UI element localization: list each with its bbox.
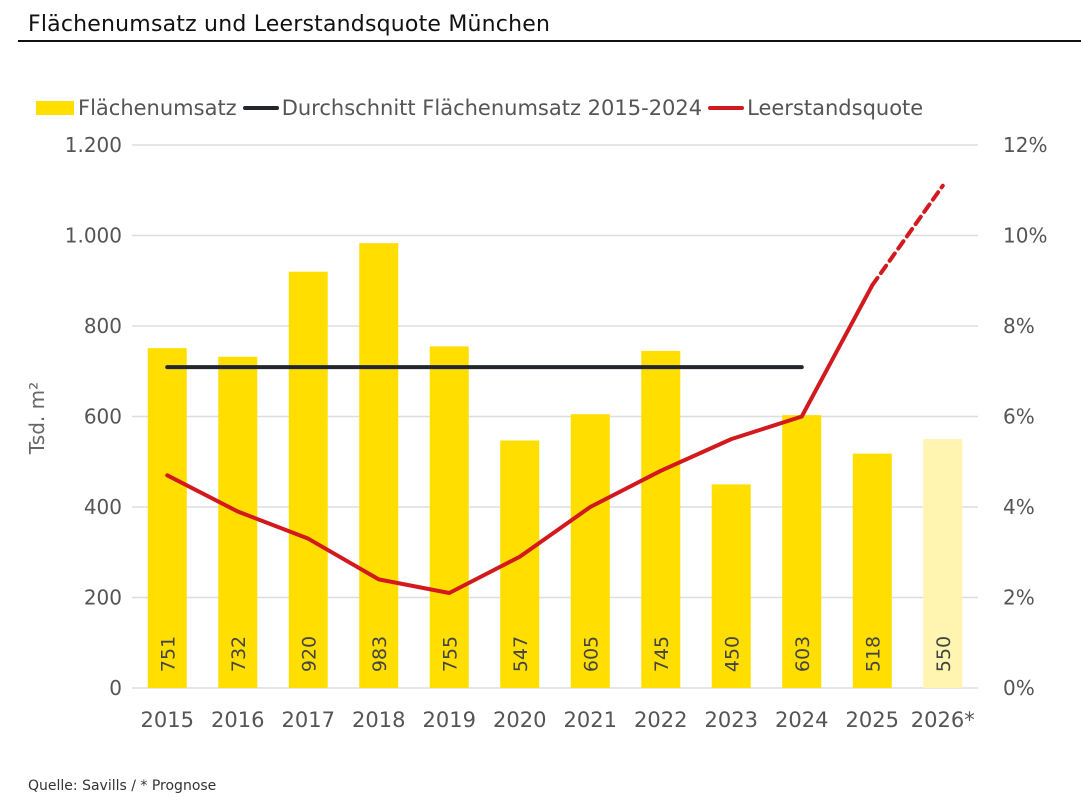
bar <box>641 350 681 688</box>
bar-data-label: 745 <box>651 636 673 672</box>
x-tick-label: 2015 <box>141 708 194 732</box>
y-tick-label-left: 1.000 <box>65 224 122 248</box>
x-tick-label: 2017 <box>282 708 335 732</box>
x-tick-label: 2020 <box>493 708 546 732</box>
x-tick-label: 2021 <box>564 708 617 732</box>
bars <box>147 243 963 688</box>
legend-swatch-line <box>708 106 745 110</box>
x-tick-label: 2016 <box>211 708 264 732</box>
bar-data-label: 605 <box>580 636 602 672</box>
y-tick-label-left: 0 <box>109 676 122 700</box>
bar <box>570 414 610 688</box>
legend-swatch-line <box>242 106 279 110</box>
bar <box>782 415 822 688</box>
legend-label: Durchschnitt Flächenumsatz 2015-2024 <box>281 96 703 120</box>
legend-item-leerstandsquote: Leerstandsquote <box>702 96 923 120</box>
y-tick-label-left: 800 <box>84 314 122 338</box>
legend-label: Flächenumsatz <box>78 96 237 120</box>
bar-data-label: 732 <box>228 636 250 672</box>
x-axis: 2015 2016 2017 2018 2019 2020 2021 2022 2023 2024… <box>141 708 975 732</box>
y-axis-right: 0% 2% 4% 6% 8% 10% 12% <box>1003 133 1047 700</box>
bar-data-label: 920 <box>298 636 320 672</box>
x-tick-label: 2025 <box>846 708 899 732</box>
bar <box>147 348 187 688</box>
y-tick-label-right: 12% <box>1003 133 1047 157</box>
legend-label: Leerstandsquote <box>747 96 924 120</box>
bar <box>359 243 399 688</box>
bar-data-label: 755 <box>439 636 461 672</box>
bar <box>288 271 328 688</box>
y-tick-label-right: 4% <box>1003 495 1035 519</box>
bar-data-label: 751 <box>157 636 179 672</box>
x-tick-label: 2018 <box>352 708 405 732</box>
title-underline <box>18 40 1081 42</box>
vacancy-line-forecast <box>870 183 945 288</box>
bar <box>852 453 892 688</box>
x-tick-label: 2019 <box>423 708 476 732</box>
legend-item-durchschnitt: Durchschnitt Flächenumsatz 2015-2024 <box>237 96 702 120</box>
y-tick-label-right: 0% <box>1003 676 1035 700</box>
legend-swatch-bar <box>36 101 74 115</box>
chart-title: Flächenumsatz und Leerstandsquote Münche… <box>28 12 551 37</box>
gridlines <box>132 144 978 689</box>
bar-data-label: 550 <box>933 636 955 672</box>
y-tick-label-left: 600 <box>84 405 122 429</box>
bar <box>218 356 258 688</box>
y-tick-label-right: 6% <box>1003 405 1035 429</box>
y-tick-label-left: 400 <box>84 495 122 519</box>
legend-item-flaechenumsatz: Flächenumsatz <box>36 96 237 120</box>
legend: Flächenumsatz Durchschnitt Flächenumsatz… <box>36 95 923 121</box>
vacancy-line <box>165 183 945 595</box>
bar-data-label: 603 <box>792 636 814 672</box>
y-tick-label-right: 2% <box>1003 586 1035 610</box>
bar <box>711 484 751 688</box>
bar-data-label: 547 <box>510 636 532 672</box>
bar <box>923 439 963 688</box>
x-tick-label: 2023 <box>705 708 758 732</box>
bar-data-label: 518 <box>862 636 884 672</box>
y-axis-left: 0 200 400 600 800 1.000 1.200 <box>65 133 122 700</box>
y-tick-label-left: 1.200 <box>65 133 122 157</box>
y-tick-label-left: 200 <box>84 586 122 610</box>
source-note: Quelle: Savills / * Prognose <box>28 778 217 794</box>
y-tick-label-right: 8% <box>1003 314 1035 338</box>
bar <box>429 346 469 688</box>
bar-data-label: 450 <box>721 636 743 672</box>
bar-data-labels: 751 732 920 983 755 547 605 745 450 603 518 550 <box>157 636 955 672</box>
y-tick-label-right: 10% <box>1003 224 1047 248</box>
x-tick-label: 2026* <box>911 708 975 732</box>
x-tick-label: 2024 <box>775 708 828 732</box>
y-axis-title: Tsd. m² <box>25 382 49 455</box>
bar-data-label: 983 <box>369 636 391 672</box>
x-tick-label: 2022 <box>634 708 687 732</box>
